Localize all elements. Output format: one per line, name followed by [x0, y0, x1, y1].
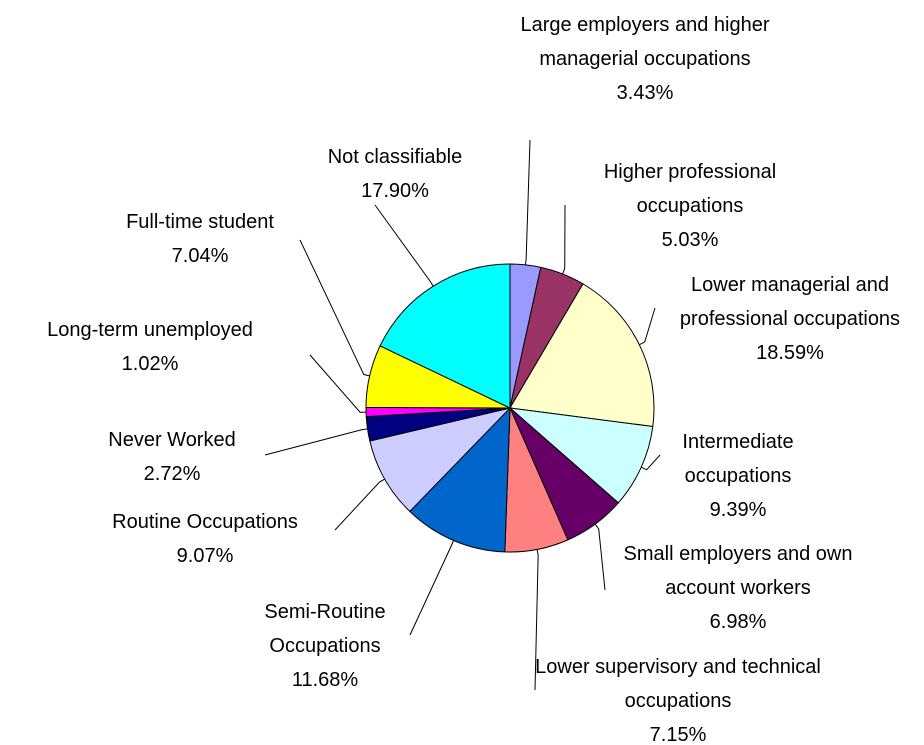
- value-label: 3.43%: [616, 82, 674, 104]
- category-label: Higher professional occupations: [603, 161, 777, 217]
- category-label: Large employers and higher managerial oc…: [520, 14, 770, 70]
- slice-label: Lower supervisory and technical occupati…: [533, 650, 823, 745]
- category-label: Routine Occupations: [112, 511, 298, 533]
- leader-line: [534, 549, 539, 691]
- value-label: 7.04%: [171, 245, 229, 267]
- slice-label: Never Worked 2.72%: [62, 423, 282, 491]
- category-label: Small employers and own account workers: [623, 543, 853, 599]
- slice-label: Higher professional occupations 5.03%: [570, 155, 810, 257]
- value-label: 6.98%: [709, 611, 767, 633]
- category-label: Lower supervisory and technical occupati…: [535, 656, 821, 712]
- leader-line: [264, 428, 368, 456]
- leader-line: [524, 139, 531, 265]
- category-label: Long-term unemployed: [47, 319, 253, 341]
- value-label: 9.39%: [709, 499, 767, 521]
- leader-line: [309, 354, 367, 413]
- leader-line: [334, 478, 386, 531]
- value-label: 7.15%: [649, 724, 707, 745]
- value-label: 2.72%: [143, 463, 201, 485]
- leader-line: [409, 540, 455, 636]
- value-label: 11.68%: [291, 669, 359, 691]
- category-label: Lower managerial and professional occupa…: [679, 274, 901, 330]
- slice-label: Long-term unemployed 1.02%: [0, 313, 300, 381]
- slice-label: Semi-Routine Occupations 11.68%: [235, 595, 415, 697]
- leader-line: [562, 204, 566, 275]
- pie-slice: [369, 407, 512, 513]
- leader-line: [639, 307, 656, 346]
- slice-label: Routine Occupations 9.07%: [60, 505, 350, 573]
- category-label: Semi-Routine Occupations: [264, 601, 386, 657]
- category-label: Never Worked: [108, 429, 236, 451]
- slice-label: Intermediate occupations 9.39%: [648, 425, 828, 527]
- leader-line: [641, 454, 661, 471]
- pie-slice: [409, 406, 511, 553]
- value-label: 1.02%: [121, 353, 179, 375]
- slice-label: Large employers and higher managerial oc…: [520, 8, 770, 110]
- category-label: Full-time student: [126, 211, 274, 233]
- slice-label: Small employers and own account workers 6…: [608, 537, 868, 639]
- value-label: 17.90%: [361, 180, 429, 202]
- category-label: Intermediate occupations: [682, 431, 794, 487]
- slice-label: Full-time student 7.04%: [80, 205, 320, 273]
- slice-label: Lower managerial and professional occupa…: [655, 268, 924, 370]
- leader-line: [594, 523, 606, 591]
- slice-label: Not classifiable 17.90%: [275, 140, 515, 208]
- pie-slice: [509, 283, 655, 428]
- pie-slice: [508, 407, 654, 504]
- value-label: 18.59%: [756, 342, 824, 364]
- value-label: 9.07%: [176, 545, 234, 567]
- leader-line: [374, 204, 434, 287]
- pie-slice: [379, 263, 511, 409]
- value-label: 5.03%: [661, 229, 719, 251]
- leader-line: [299, 239, 370, 377]
- category-label: Not classifiable: [327, 146, 463, 168]
